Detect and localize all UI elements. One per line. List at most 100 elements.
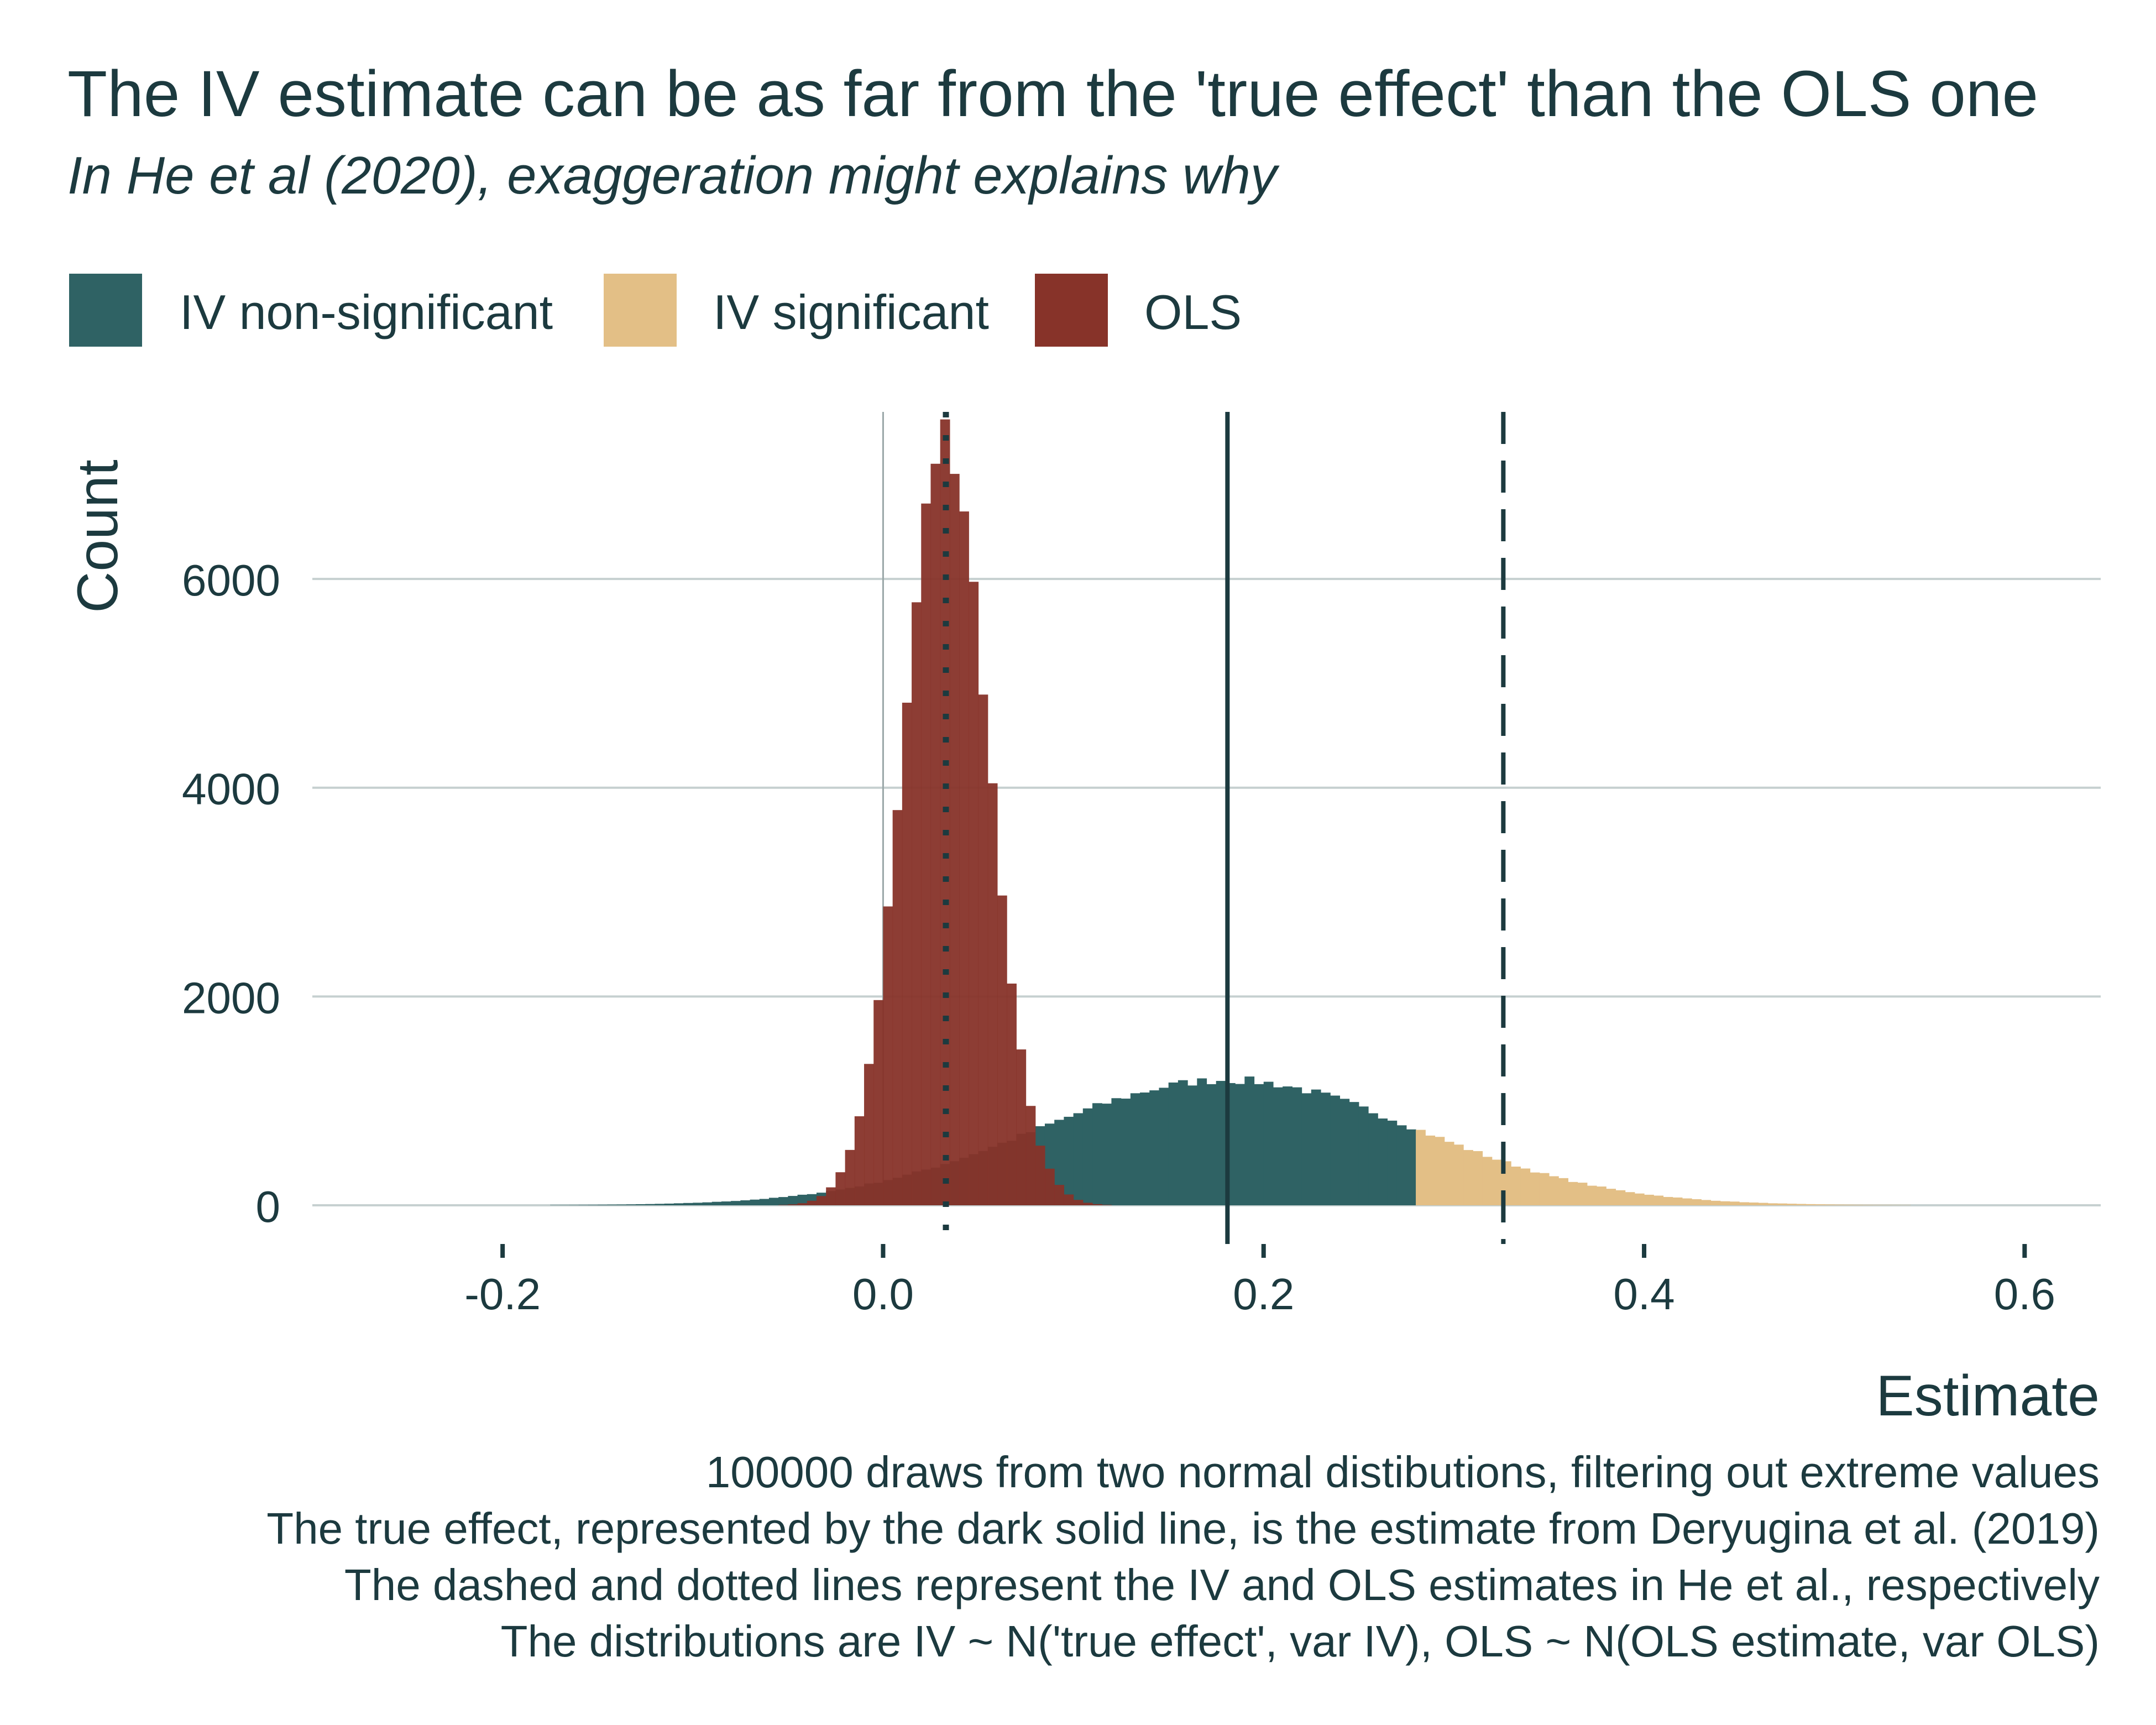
histogram-bar-iv_nonsig — [1339, 1099, 1350, 1205]
y-axis-ticks: 0 2000 4000 6000 — [182, 556, 280, 1231]
caption-line-2: The true effect, represented by the dark… — [266, 1504, 2100, 1553]
x-tick-label: -0.2 — [464, 1269, 541, 1319]
histogram-bar-iv_sig — [1710, 1200, 1721, 1205]
histogram-bar-iv_sig — [1749, 1202, 1759, 1205]
histogram-bar-iv_sig — [1824, 1204, 1835, 1205]
histogram-bar-iv_sig — [1672, 1197, 1683, 1205]
histogram-bar-iv_sig — [1482, 1157, 1493, 1205]
histogram-bar-iv_sig — [1520, 1168, 1531, 1205]
histogram-bar-iv_nonsig — [1244, 1076, 1255, 1205]
histogram-bar-iv_nonsig — [721, 1201, 731, 1205]
histogram-bar-iv_nonsig — [731, 1201, 741, 1205]
histogram-bar-iv_sig — [1644, 1194, 1654, 1205]
histogram-bar-iv_nonsig — [1082, 1108, 1093, 1205]
histogram-bar-ols — [1092, 1204, 1102, 1205]
histogram-bar-iv_sig — [1739, 1202, 1749, 1205]
histogram-bar-iv_sig — [1615, 1190, 1626, 1205]
histogram-bar-ols — [949, 474, 960, 1206]
histogram-bar-iv_nonsig — [1064, 1116, 1074, 1205]
caption-line-3: The dashed and dotted lines represent th… — [344, 1560, 2100, 1609]
histogram-bar-iv_nonsig — [1320, 1092, 1331, 1205]
x-axis-label: Estimate — [1876, 1364, 2100, 1428]
legend-label-ols: OLS — [1144, 285, 1242, 339]
histogram-bar-ols — [1016, 1049, 1027, 1205]
histogram-bar-iv_nonsig — [1073, 1113, 1084, 1205]
histogram-bar-iv_sig — [1767, 1203, 1778, 1205]
histogram-bar-iv_nonsig — [1273, 1087, 1283, 1205]
histogram-bar-iv_sig — [1587, 1185, 1597, 1205]
caption-line-4: The distributions are IV ~ N('true effec… — [501, 1617, 2100, 1666]
histogram-bars — [550, 419, 1911, 1206]
histogram-bar-iv_nonsig — [1301, 1093, 1312, 1205]
histogram-bar-iv_sig — [1492, 1159, 1502, 1205]
histogram-bar-iv_sig — [1548, 1176, 1559, 1205]
histogram-bar-ols — [788, 1204, 798, 1205]
x-tick-label: 0.6 — [1994, 1269, 2055, 1319]
histogram-bar-iv_nonsig — [1235, 1084, 1245, 1205]
histogram-bar-iv_nonsig — [1121, 1099, 1131, 1205]
histogram-bar-iv_nonsig — [1054, 1120, 1064, 1205]
histogram-bar-iv_sig — [1463, 1150, 1473, 1205]
histogram-bar-iv_sig — [1539, 1173, 1550, 1205]
histogram-bar-ols — [902, 702, 912, 1205]
histogram-bar-ols — [892, 810, 903, 1205]
histogram-bar-ols — [835, 1172, 846, 1205]
y-tick-label: 0 — [256, 1182, 281, 1231]
histogram-bar-iv_sig — [1806, 1204, 1816, 1205]
histogram-bar-iv_nonsig — [626, 1204, 636, 1205]
histogram-bar-ols — [797, 1203, 808, 1205]
histogram-bar-ols — [1054, 1185, 1064, 1205]
histogram-bar-iv_sig — [1530, 1172, 1540, 1205]
x-tick-label: 0.0 — [852, 1269, 914, 1319]
histogram-bar-iv_nonsig — [750, 1199, 760, 1205]
y-axis-label: Count — [66, 459, 130, 613]
histogram-bar-iv_nonsig — [797, 1194, 808, 1205]
histogram-bar-ols — [845, 1149, 855, 1205]
x-tick-label: 0.4 — [1613, 1269, 1674, 1319]
caption: 100000 draws from two normal distibution… — [266, 1447, 2100, 1666]
chart-subtitle: In He et al (2020), exaggeration might e… — [67, 146, 1280, 205]
histogram-bar-iv_nonsig — [1159, 1088, 1169, 1205]
histogram-bar-iv_nonsig — [788, 1196, 798, 1205]
histogram-bar-ols — [864, 1064, 874, 1205]
x-tick-label: 0.2 — [1233, 1269, 1294, 1319]
legend-swatch-iv-sig — [604, 274, 677, 347]
histogram-bar-iv_nonsig — [636, 1204, 646, 1205]
histogram-bar-ols — [959, 511, 969, 1205]
histogram-bar-iv_nonsig — [1358, 1106, 1369, 1205]
x-axis-ticks: -0.2 0.0 0.2 0.4 0.6 — [464, 1244, 2055, 1319]
reference-lines — [943, 412, 1506, 1244]
histogram-bar-iv_sig — [1473, 1151, 1483, 1205]
histogram-bar-iv_nonsig — [1378, 1118, 1388, 1205]
legend: IV non-significant IV significant OLS — [69, 274, 1242, 347]
histogram-bar-iv_sig — [1634, 1193, 1645, 1205]
histogram-bar-ols — [912, 602, 922, 1205]
histogram-bar-iv_nonsig — [1330, 1095, 1341, 1205]
histogram-bar-ols — [921, 503, 932, 1205]
histogram-bar-iv_sig — [1568, 1182, 1578, 1205]
histogram-bar-iv_sig — [1653, 1195, 1664, 1205]
histogram-bar-iv_nonsig — [673, 1203, 684, 1205]
histogram-bar-iv_nonsig — [1140, 1092, 1150, 1205]
histogram-bar-iv_nonsig — [1254, 1084, 1264, 1205]
histogram-bar-iv_sig — [1577, 1183, 1588, 1205]
histogram-bar-ols — [816, 1196, 826, 1205]
legend-swatch-iv-nonsig — [69, 274, 142, 347]
histogram-bar-iv_nonsig — [1311, 1089, 1321, 1205]
histogram-bar-iv_nonsig — [1149, 1090, 1160, 1205]
histogram-bar-iv_sig — [1720, 1201, 1730, 1205]
histogram-bar-iv_nonsig — [1111, 1098, 1122, 1205]
histogram-bar-iv_nonsig — [645, 1204, 656, 1205]
histogram-bar-iv_nonsig — [1187, 1085, 1197, 1205]
histogram-bar-iv_nonsig — [664, 1203, 674, 1205]
histogram-bar-iv_nonsig — [1396, 1125, 1407, 1205]
y-tick-label: 4000 — [182, 765, 280, 814]
histogram-bar-iv_sig — [1444, 1142, 1454, 1205]
legend-swatch-ols — [1035, 274, 1108, 347]
histogram-bar-iv_sig — [1663, 1196, 1673, 1205]
histogram-bar-ols — [930, 463, 941, 1205]
histogram-bar-iv_sig — [1606, 1189, 1616, 1205]
histogram-bar-iv_nonsig — [1216, 1081, 1226, 1205]
histogram-bar-iv_sig — [1815, 1204, 1825, 1205]
histogram-bar-iv_nonsig — [1406, 1129, 1416, 1205]
